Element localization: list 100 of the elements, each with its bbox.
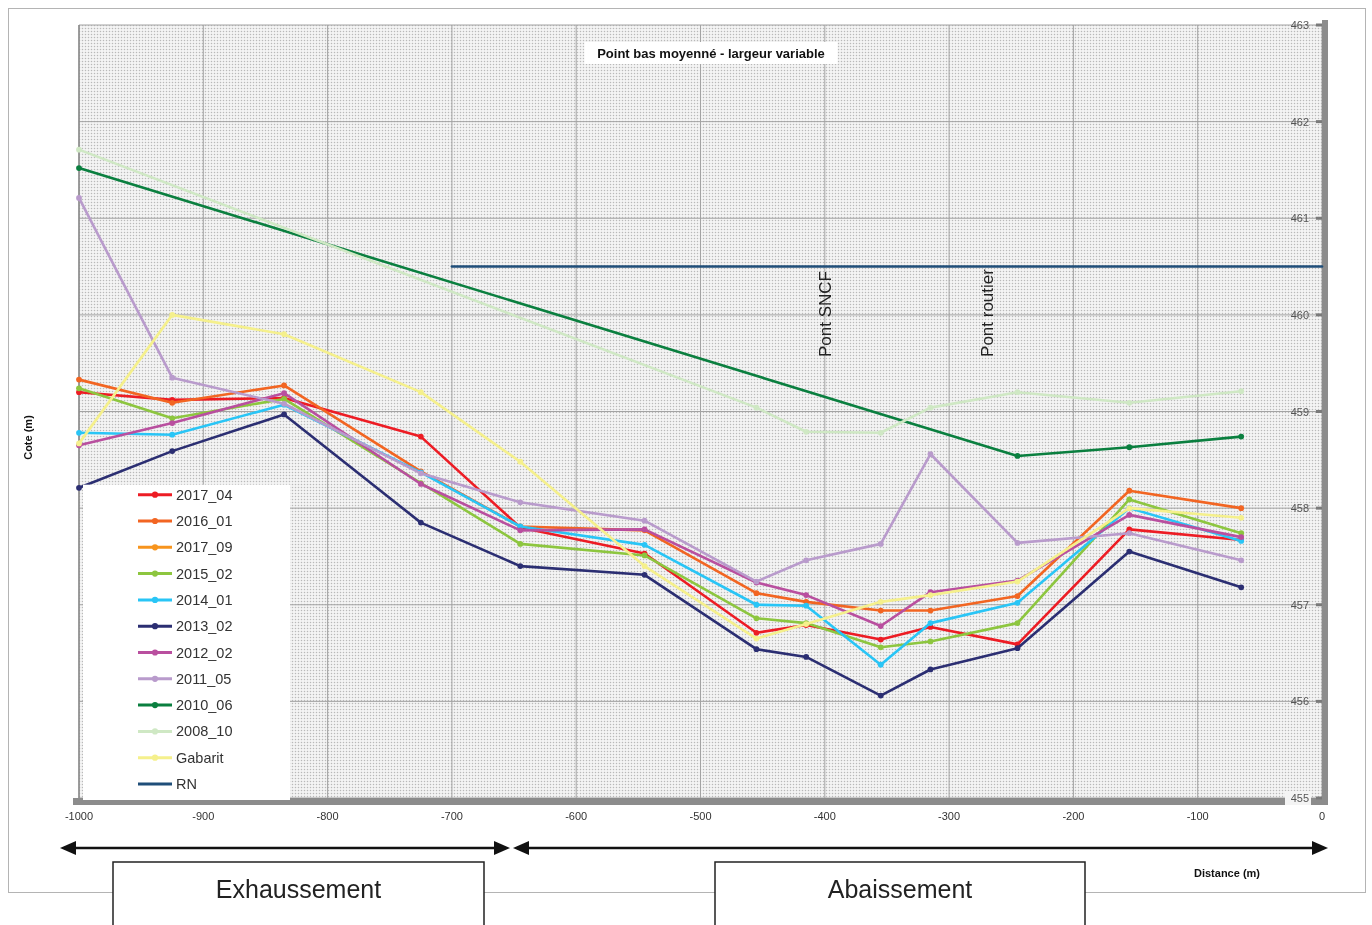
legend-label: 2012_02 xyxy=(176,644,233,661)
annotation: Pont routier xyxy=(977,268,997,357)
point xyxy=(76,484,82,491)
legend-label: RN xyxy=(176,776,197,792)
legend-label: Gabarit xyxy=(176,749,224,766)
point xyxy=(169,374,176,381)
point xyxy=(76,376,82,383)
point xyxy=(1014,540,1021,546)
point xyxy=(517,458,524,465)
point xyxy=(1014,645,1021,652)
point xyxy=(753,615,760,622)
point xyxy=(517,499,524,506)
x-tick-label: -1000 xyxy=(64,810,94,822)
point xyxy=(76,195,82,201)
point xyxy=(753,590,760,597)
y-tick-label: 456 xyxy=(1290,695,1309,708)
point xyxy=(517,541,524,547)
point xyxy=(417,519,424,526)
point xyxy=(281,382,287,389)
text: Exhaussement xyxy=(215,875,382,903)
point xyxy=(877,598,884,605)
point xyxy=(877,661,884,668)
y-tick-label: 463 xyxy=(1290,19,1309,31)
y-tick-label: 460 xyxy=(1290,308,1309,321)
point xyxy=(803,428,810,435)
point xyxy=(1238,505,1245,511)
point xyxy=(76,146,82,153)
point xyxy=(1126,496,1133,503)
point xyxy=(753,404,760,411)
legend-label: 2014_01 xyxy=(176,591,233,608)
x-tick-label: -600 xyxy=(565,810,588,822)
point xyxy=(1126,487,1133,494)
y-axis-title: Cote (m) xyxy=(22,414,34,460)
x-tick-label: -100 xyxy=(1186,810,1209,822)
point xyxy=(1238,388,1245,395)
point xyxy=(1238,557,1245,564)
point xyxy=(417,433,424,440)
point xyxy=(169,431,176,438)
point xyxy=(877,692,884,699)
point xyxy=(803,557,810,564)
text: Abaissement xyxy=(827,875,973,903)
point xyxy=(1014,599,1021,606)
point xyxy=(1238,514,1245,521)
point xyxy=(1126,530,1133,537)
point xyxy=(1126,444,1133,451)
point xyxy=(803,592,810,598)
point xyxy=(169,448,176,454)
x-tick-label: -700 xyxy=(440,810,463,822)
x-tick-label: -400 xyxy=(813,810,836,822)
point xyxy=(803,602,810,609)
y-tick-label: 457 xyxy=(1290,598,1309,611)
point xyxy=(927,666,934,673)
point xyxy=(517,563,524,569)
point xyxy=(927,607,934,614)
point xyxy=(169,312,176,318)
point xyxy=(753,646,760,653)
point xyxy=(803,654,810,660)
point xyxy=(1014,389,1021,396)
y-tick-label: 455 xyxy=(1290,792,1309,804)
x-tick-label: -200 xyxy=(1062,810,1085,822)
point xyxy=(1126,512,1133,518)
point xyxy=(877,541,884,547)
y-tick-label: 462 xyxy=(1290,115,1309,128)
point xyxy=(927,404,934,411)
legend-label: 2015_02 xyxy=(176,565,233,582)
point xyxy=(877,644,884,651)
point xyxy=(417,389,424,396)
point xyxy=(877,429,884,436)
point xyxy=(927,451,934,457)
legend-label: 2010_06 xyxy=(176,697,233,714)
point xyxy=(753,629,760,636)
point xyxy=(1014,593,1021,599)
point xyxy=(641,517,648,524)
annotation: Pont SNCF xyxy=(815,271,835,357)
x-tick-label: 0 xyxy=(1318,810,1326,822)
point xyxy=(641,541,648,548)
point xyxy=(641,563,648,569)
x-tick-label: -300 xyxy=(938,810,961,822)
x-tick-label: -500 xyxy=(689,810,712,822)
x-tick-label: -800 xyxy=(316,810,339,822)
point xyxy=(1238,584,1245,591)
legend-label: 2017_09 xyxy=(176,539,233,556)
x-axis-title: Distance (m) xyxy=(1193,867,1261,879)
point xyxy=(927,620,934,626)
point xyxy=(76,165,82,171)
point xyxy=(753,601,760,608)
point xyxy=(76,429,82,436)
point xyxy=(877,636,884,643)
text: Point bas moyenné - largeur variable xyxy=(597,45,825,61)
point xyxy=(169,420,176,426)
legend-label: 2011_05 xyxy=(176,670,232,687)
point xyxy=(641,571,648,578)
legend-label: 2016_01 xyxy=(176,513,233,529)
point xyxy=(1126,548,1133,555)
point xyxy=(1014,453,1021,459)
point xyxy=(1014,620,1021,626)
point xyxy=(169,415,176,422)
y-tick-label: 458 xyxy=(1290,502,1309,515)
point xyxy=(877,623,884,629)
point xyxy=(1126,399,1133,406)
